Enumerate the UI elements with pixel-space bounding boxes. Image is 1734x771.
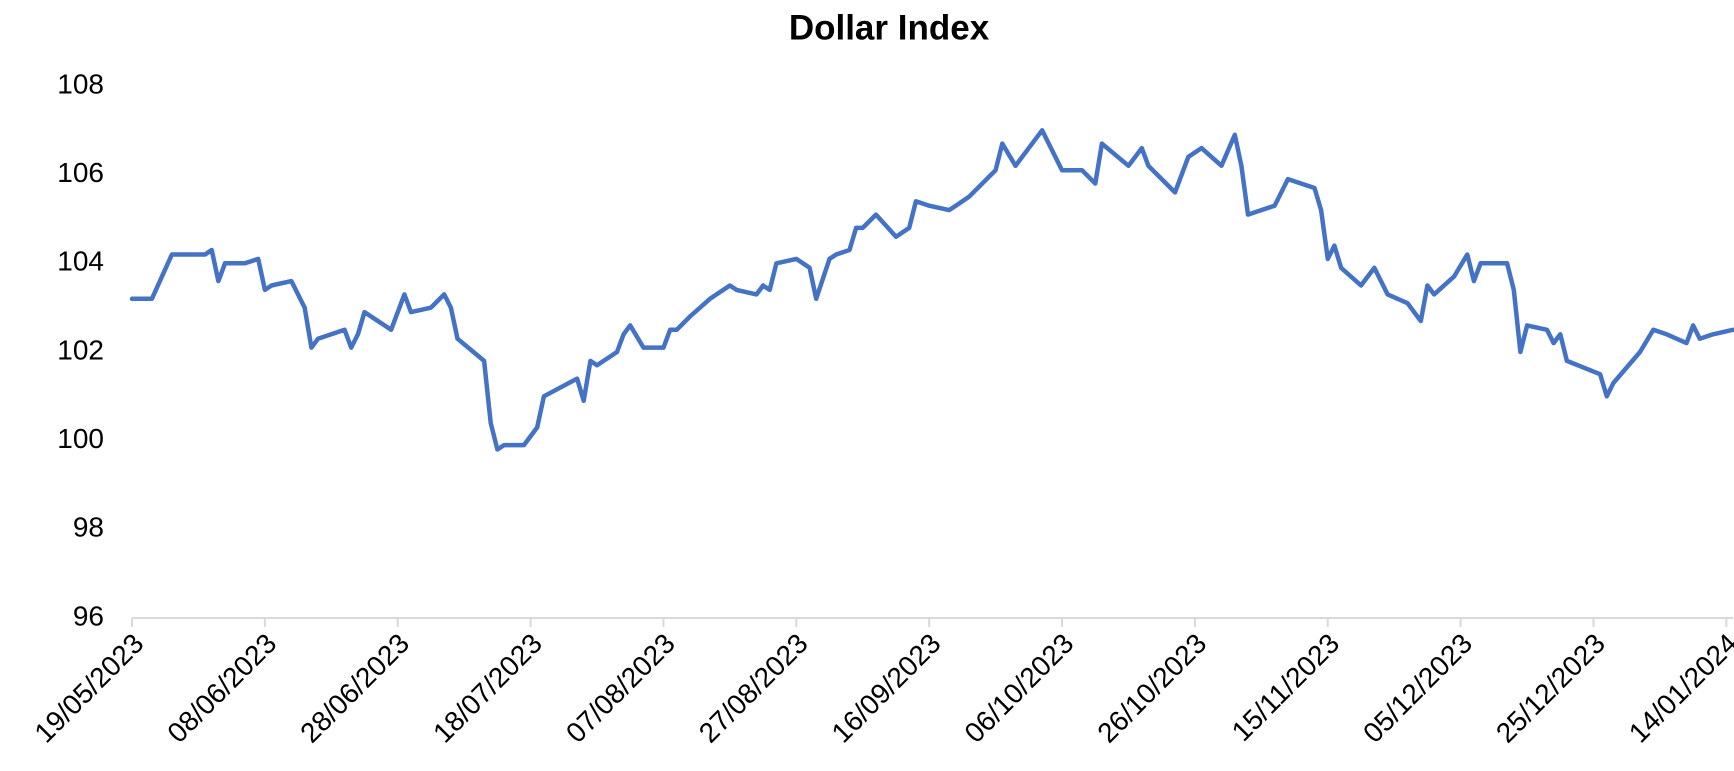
x-tick-label: 16/09/2023 (826, 628, 947, 749)
data-line (129, 128, 1734, 452)
x-tick-label: 05/12/2023 (1357, 628, 1478, 749)
chart-title: Dollar Index (789, 8, 990, 47)
x-tick-label: 25/12/2023 (1490, 628, 1611, 749)
y-tick-label: 108 (57, 68, 104, 99)
x-tick-label: 26/10/2023 (1091, 628, 1212, 749)
y-tick-label: 102 (57, 334, 104, 365)
y-tick-label: 104 (57, 246, 104, 277)
x-tick-label: 27/08/2023 (693, 628, 814, 749)
y-tick-label: 96 (73, 600, 104, 631)
y-tick-label: 98 (73, 512, 104, 543)
x-tick-label: 07/08/2023 (560, 628, 681, 749)
x-tick-label: 19/05/2023 (28, 628, 149, 749)
x-tick-label: 28/06/2023 (294, 628, 415, 749)
x-tick-label: 08/06/2023 (161, 628, 282, 749)
y-tick-label: 100 (57, 423, 104, 454)
x-tick-label: 15/11/2023 (1226, 628, 1346, 748)
x-tick-label: 06/10/2023 (958, 628, 1079, 749)
y-tick-label: 106 (57, 157, 104, 188)
x-tick-label: 14/01/2024 (1623, 628, 1734, 749)
x-tick-label: 18/07/2023 (427, 628, 548, 749)
